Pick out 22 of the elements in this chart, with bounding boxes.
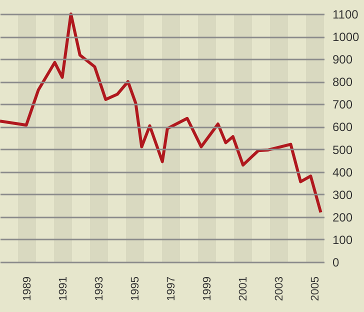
x-tick-label: 1999 [202,276,214,301]
x-tick-label: 1991 [58,276,70,301]
y-tick-label: 1000 [332,30,360,44]
y-tick-label: 800 [332,75,353,90]
line-series [0,12,322,214]
y-tick-label: 600 [332,120,353,134]
x-tick-label: 1995 [130,276,142,301]
y-tick-label: 100 [332,232,353,247]
y-tick-label: 900 [332,52,353,67]
y-tick-label: 400 [332,165,353,180]
y-tick-label: 1100 [332,8,359,22]
x-tick-label: 1997 [166,276,178,301]
y-tick-label: 300 [332,188,353,202]
y-tick-label: 500 [332,142,353,157]
x-tick-label: 2005 [310,276,322,301]
x-tick-label: 2001 [238,276,250,301]
x-tick-label: 1989 [22,276,34,301]
x-tick-label: 1993 [94,276,106,301]
y-tick-label: 200 [332,210,353,224]
x-tick-label: 2003 [274,276,286,301]
y-tick-label: 0 [332,256,340,270]
y-tick-label: 700 [332,98,353,112]
